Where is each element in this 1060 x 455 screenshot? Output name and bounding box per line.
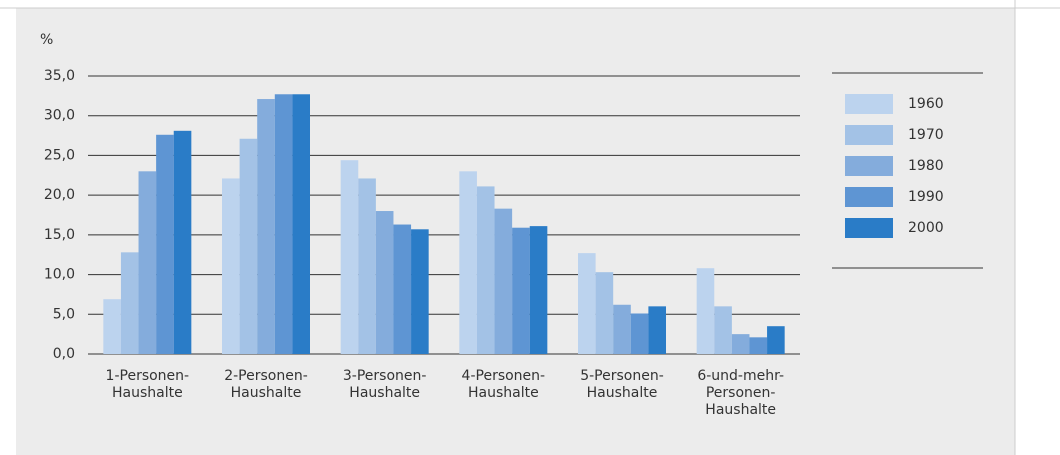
x-tick-label: 3-Personen-Haushalte: [343, 368, 427, 401]
bar: [103, 299, 121, 354]
x-tick-label: 5-Personen-Haushalte: [580, 368, 664, 401]
bar: [292, 94, 310, 355]
y-tick-label: 30,0: [44, 108, 75, 124]
y-tick-label: 15,0: [44, 227, 75, 243]
bar: [578, 253, 596, 354]
legend-swatch: [845, 156, 893, 176]
bar: [173, 130, 192, 354]
bar: [459, 171, 477, 354]
bar: [714, 306, 732, 354]
bar: [648, 306, 666, 354]
bar: [138, 171, 157, 354]
bar: [222, 178, 240, 354]
bar: [239, 138, 258, 354]
y-tick-label: 0,0: [53, 346, 75, 362]
x-tick-label: 1-Personen-Haushalte: [106, 368, 190, 401]
bar: [749, 337, 768, 354]
legend-swatch: [845, 125, 893, 145]
bar: [411, 229, 429, 354]
y-tick-label: 35,0: [44, 68, 75, 84]
y-tick-label: 10,0: [44, 267, 75, 283]
bar: [340, 160, 359, 354]
legend-label: 1970: [908, 127, 944, 143]
x-tick-label: 4-Personen-Haushalte: [462, 368, 546, 401]
bar: [120, 252, 139, 354]
bar: [274, 94, 293, 355]
bar: [476, 186, 495, 354]
y-tick-label: 5,0: [53, 306, 75, 322]
legend-swatch: [845, 218, 893, 238]
bar: [595, 272, 614, 354]
legend-label: 1960: [908, 96, 944, 112]
bar: [156, 134, 174, 354]
bar: [767, 326, 785, 354]
legend-swatch: [845, 187, 893, 207]
legend-label: 2000: [908, 220, 944, 236]
y-axis-label: %: [40, 32, 53, 48]
bar: [731, 334, 750, 354]
x-tick-label: 2-Personen-Haushalte: [224, 368, 308, 401]
bar: [630, 313, 649, 354]
bar: [393, 224, 412, 354]
bar: [696, 268, 715, 354]
bar: [613, 304, 631, 354]
legend-label: 1990: [908, 189, 944, 205]
y-tick-label: 20,0: [44, 187, 75, 203]
bar: [494, 208, 513, 354]
bar: [257, 99, 275, 354]
legend-swatch: [845, 94, 893, 114]
legend-label: 1980: [908, 158, 944, 174]
bar: [529, 226, 548, 354]
bar: [512, 227, 530, 354]
y-tick-label: 25,0: [44, 147, 75, 163]
bar: [375, 211, 394, 354]
x-tick-label: 6-und-mehr-Personen-Haushalte: [697, 368, 784, 418]
bar: [358, 178, 376, 354]
